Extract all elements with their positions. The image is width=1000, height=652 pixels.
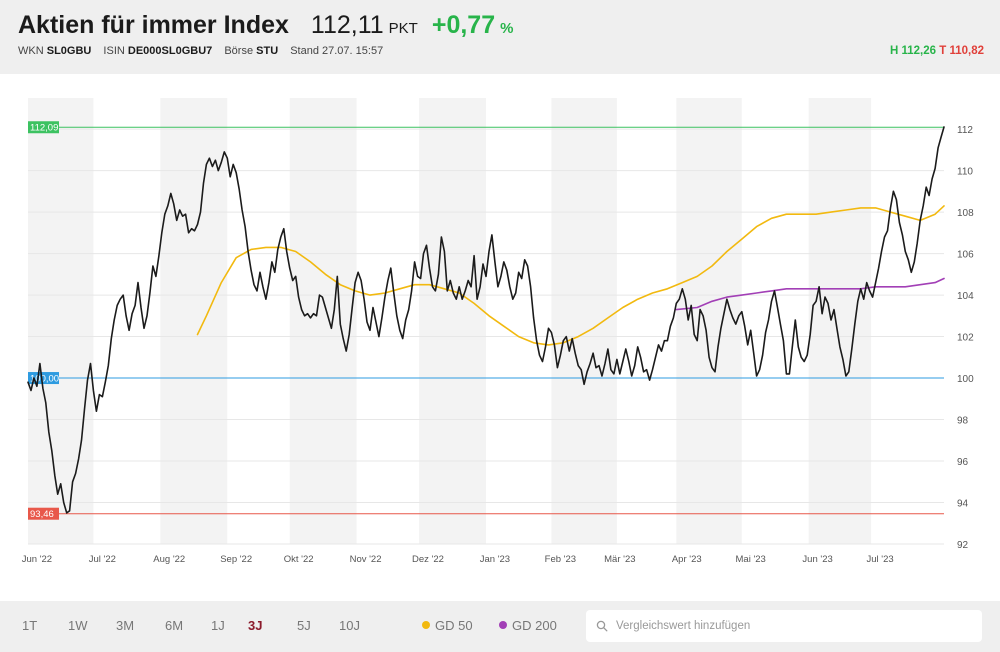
range-button-1j[interactable]: 1J: [211, 618, 225, 633]
range-button-5j[interactable]: 5J: [297, 618, 311, 633]
price-chart[interactable]: 92 94 96 98 100 102 104 106 108 110 112 Jun '22 Jul …: [0, 74, 1000, 601]
x-tick-label-10: Apr '23: [672, 554, 702, 565]
exchange-label: Börse: [224, 45, 254, 57]
x-tick-label-0: Jun '22: [22, 554, 52, 565]
price-unit: PKT: [388, 20, 418, 37]
range-button-6m[interactable]: 6M: [165, 618, 184, 633]
y-tick-label-104: 104: [957, 291, 974, 302]
stand-label: Stand: [290, 45, 319, 57]
y-tick-label-98: 98: [957, 416, 969, 427]
chart-toolbar: 1T 1W 3M 6M 1J 3J 5J 10J GD 50 GD 200: [0, 601, 1000, 652]
wkn-value: SL0GBU: [46, 45, 92, 57]
security-meta: WKN SL0GBU ISIN DE000SL0GBU7 Börse STU S…: [18, 45, 383, 57]
x-tick-label-11: Mai '23: [736, 554, 766, 565]
gd200-toggle[interactable]: GD 200: [499, 618, 557, 633]
y-tick-label-112: 112: [957, 125, 973, 136]
search-icon: [596, 620, 608, 632]
y-tick-label-92: 92: [957, 540, 969, 551]
gd200-dot-icon: [499, 621, 507, 629]
range-button-3m[interactable]: 3M: [116, 618, 135, 633]
x-tick-label-12: Jun '23: [802, 554, 832, 565]
x-tick-label-6: Dez '22: [412, 554, 444, 565]
reference-tag-2: [28, 507, 59, 520]
title-row: Aktien für immer Index 112,11 PKT +0,77 …: [18, 11, 513, 40]
price-change: +0,77: [431, 11, 496, 39]
x-tick-label-7: Jan '23: [480, 554, 510, 565]
range-button-1w[interactable]: 1W: [68, 618, 88, 633]
page-title: Aktien für immer Index: [18, 11, 289, 39]
exchange-value: STU: [256, 45, 279, 57]
day-high: H 112,26: [889, 45, 937, 57]
month-band-5: [676, 98, 742, 544]
last-price: 112,11: [310, 11, 384, 39]
range-button-10j[interactable]: 10J: [339, 618, 360, 633]
y-tick-label-100: 100: [957, 374, 974, 385]
series-line-1: [196, 205, 945, 346]
gd50-toggle[interactable]: GD 50: [422, 618, 473, 633]
reference-label-0: 112,09: [30, 123, 58, 134]
y-tick-label-94: 94: [957, 499, 969, 510]
series-line-0: [27, 126, 945, 514]
reference-label-1: 100,00: [30, 374, 59, 385]
x-tick-label-9: Mär '23: [604, 554, 635, 565]
month-band-3: [419, 98, 486, 544]
x-tick-label-4: Okt '22: [284, 554, 314, 565]
month-band-1: [160, 98, 228, 544]
x-tick-label-2: Aug '22: [153, 554, 185, 565]
x-tick-label-13: Jul '23: [866, 554, 893, 565]
y-tick-label-108: 108: [957, 208, 974, 219]
x-tick-label-8: Feb '23: [545, 554, 576, 565]
isin-label: ISIN: [103, 45, 125, 57]
y-tick-label-110: 110: [957, 167, 973, 178]
range-button-1t[interactable]: 1T: [22, 618, 38, 633]
compare-search-input[interactable]: [614, 619, 968, 633]
y-tick-label-102: 102: [957, 333, 974, 344]
quote-header: Aktien für immer Index 112,11 PKT +0,77 …: [0, 0, 1000, 74]
stand-value: 27.07. 15:57: [322, 45, 384, 57]
wkn-label: WKN: [18, 45, 44, 57]
isin-value: DE000SL0GBU7: [127, 45, 213, 57]
gd50-label: GD 50: [435, 618, 473, 633]
price-change-pct: %: [500, 20, 514, 37]
compare-search[interactable]: [586, 610, 982, 642]
month-band-2: [289, 98, 357, 544]
reference-tag-0: [28, 121, 59, 134]
high-low: H 112,26 T 110,82: [890, 45, 984, 57]
x-tick-label-5: Nov '22: [350, 554, 382, 565]
x-tick-label-1: Jul '22: [89, 554, 116, 565]
x-tick-label-3: Sep '22: [220, 554, 252, 565]
y-tick-label-96: 96: [957, 457, 969, 468]
month-band-4: [551, 98, 617, 544]
gd50-dot-icon: [422, 621, 430, 629]
series-line-2: [675, 277, 945, 311]
reference-label-2: 93,46: [30, 509, 54, 520]
y-tick-label-106: 106: [957, 250, 974, 261]
gd200-label: GD 200: [512, 618, 557, 633]
range-selector: 1T 1W 3M 6M 1J 3J 5J 10J: [22, 618, 381, 633]
month-band-6: [808, 98, 872, 544]
range-button-3j[interactable]: 3J: [248, 618, 263, 633]
day-low: T 110,82: [939, 45, 984, 57]
month-band-0: [28, 98, 94, 544]
